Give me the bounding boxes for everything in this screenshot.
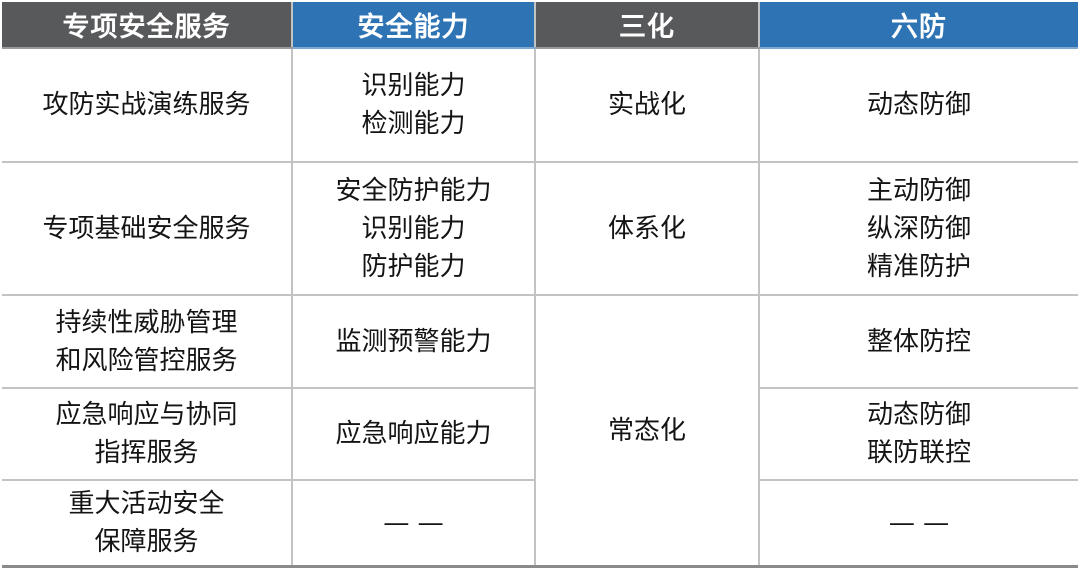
cell-defense: 动态防御 联防联控 [758, 387, 1079, 481]
cell-service: 攻防实战演练服务 [1, 47, 293, 163]
cell-service: 应急响应与协同 指挥服务 [1, 387, 293, 481]
cell-service: 专项基础安全服务 [1, 161, 293, 296]
table-row: 攻防实战演练服务 识别能力 检测能力 实战化 动态防御 [1, 47, 1079, 163]
service-capability-table: 专项安全服务 安全能力 三化 六防 攻防实战演练服务 识别能力 检测能力 [1, 1, 1079, 566]
cell-text-line: 实战化 [607, 90, 686, 120]
cell-text-line: 检测能力 [361, 109, 466, 139]
cell-capability: 识别能力 检测能力 [291, 47, 536, 163]
table-header: 专项安全服务 安全能力 三化 六防 [1, 1, 1079, 49]
cell-text-line: 主动防御 [866, 175, 971, 206]
cell-defense: 主动防御 纵深防御 精准防护 [758, 161, 1079, 296]
cell-capability: — — [291, 479, 536, 566]
cell-capability: 安全防护能力 识别能力 防护能力 [291, 161, 536, 296]
table-frame: 专项安全服务 安全能力 三化 六防 攻防实战演练服务 识别能力 检测能力 [1, 1, 1079, 568]
cell-text-line: 应急响应能力 [335, 419, 492, 449]
cell-capability: 应急响应能力 [291, 387, 536, 481]
table-row: 应急响应与协同 指挥服务 应急响应能力 动态防御 联防联控 [1, 387, 1079, 481]
table-row: 持续性威胁管理 和风险管控服务 监测预警能力 常态化 整体防控 [1, 294, 1079, 566]
cell-service: 持续性威胁管理 和风险管控服务 [1, 294, 293, 389]
cell-text-line: 常态化 [607, 415, 686, 446]
cell-text-line: 重大活动安全 [68, 489, 225, 519]
cell-text-line: 安全防护能力 [335, 175, 492, 206]
cell-text-line: 精准防护 [866, 251, 971, 282]
col-header-defense: 六防 [758, 1, 1079, 49]
cell-text-line: 指挥服务 [94, 438, 199, 468]
cell-text-line: 识别能力 [361, 71, 466, 101]
cell-defense: 动态防御 [758, 47, 1079, 163]
cell-text-line: — — [383, 508, 444, 538]
cell-text-line: 监测预警能力 [335, 326, 492, 357]
cell-defense: 整体防控 [758, 294, 1079, 389]
col-header-capability: 安全能力 [291, 1, 536, 49]
cell-text-line: 保障服务 [94, 527, 199, 557]
cell-mode: 体系化 [534, 161, 760, 296]
cell-text-line: 专项基础安全服务 [42, 213, 251, 244]
cell-text-line: — — [888, 508, 950, 538]
cell-text-line: 应急响应与协同 [55, 400, 238, 430]
cell-text-line: 防护能力 [361, 251, 466, 282]
cell-text-line: 整体防控 [866, 326, 971, 357]
cell-text-line: 体系化 [607, 213, 686, 244]
cell-text-line: 和风险管控服务 [55, 345, 238, 376]
cell-text-line: 纵深防御 [866, 213, 971, 244]
header-row: 专项安全服务 安全能力 三化 六防 [1, 1, 1079, 49]
cell-text-line: 识别能力 [361, 213, 466, 244]
cell-service: 重大活动安全 保障服务 [1, 479, 293, 566]
table-body: 攻防实战演练服务 识别能力 检测能力 实战化 动态防御 专项基础安 [1, 47, 1079, 566]
cell-text-line: 动态防御 [866, 400, 971, 430]
cell-text-line: 联防联控 [866, 438, 971, 468]
cell-text-line: 动态防御 [866, 90, 971, 120]
cell-text-line: 攻防实战演练服务 [42, 90, 251, 120]
col-header-service: 专项安全服务 [1, 1, 293, 49]
cell-capability: 监测预警能力 [291, 294, 536, 389]
cell-mode: 实战化 [534, 47, 760, 163]
cell-mode-merged: 常态化 [534, 294, 760, 566]
cell-text-line: 持续性威胁管理 [55, 307, 238, 338]
col-header-mode: 三化 [534, 1, 760, 49]
cell-defense: — — [758, 479, 1079, 566]
table-row: 专项基础安全服务 安全防护能力 识别能力 防护能力 体系化 主动防御 纵深防御 … [1, 161, 1079, 296]
table-row: 重大活动安全 保障服务 — — — — [1, 479, 1079, 566]
